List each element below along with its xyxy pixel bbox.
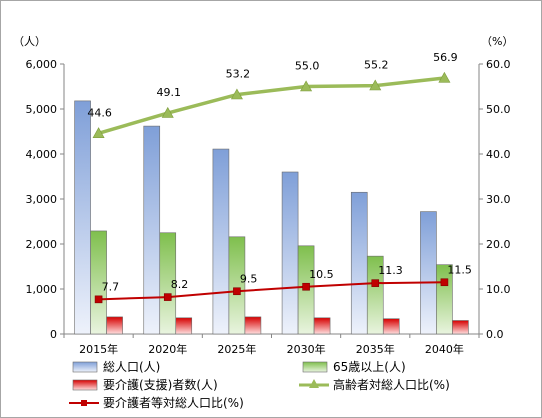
legend-label-4: 要介護者等対総人口比(%): [103, 395, 244, 410]
left-tick-label: 6,000: [26, 58, 58, 71]
bar-1-0: [90, 230, 107, 335]
data-label-1-1: 8.2: [171, 278, 189, 291]
line-0: [98, 76, 445, 135]
bar-1-1: [159, 232, 177, 335]
legend-swatch-2: [72, 379, 98, 391]
bar-2-3: [313, 317, 331, 335]
data-label-0-4: 55.2: [364, 59, 389, 72]
left-tick-label: 5,000: [26, 103, 58, 116]
x-tick-label: 2020年: [148, 342, 187, 356]
x-tick-label: 2015年: [79, 342, 118, 356]
right-tick-label: 60.0: [486, 58, 511, 71]
point-1-2: [233, 287, 241, 296]
line-series: [92, 71, 451, 304]
axes: 0 1,000 2,000 3,000 4,000 5,000 6,000 0.0 10.0 20…: [26, 58, 511, 356]
data-labels: 44.6 49.1 53.2 55.0 55.2 56.9 7.7 8.2 9.5 10.5 11.…: [87, 51, 472, 293]
point-0-2: [230, 88, 243, 100]
point-0-5: [438, 71, 451, 83]
left-axis-unit: （人）: [13, 35, 46, 48]
data-label-0-2: 53.2: [226, 68, 251, 81]
bar-1-2: [228, 236, 246, 335]
bar-0-5: [420, 211, 437, 335]
point-0-0: [92, 127, 105, 138]
x-tick-label: 2035年: [356, 342, 395, 356]
data-label-1-2: 9.5: [240, 272, 258, 285]
point-1-4: [371, 279, 380, 287]
data-label-1-0: 7.7: [102, 280, 120, 293]
data-label-0-3: 55.0: [295, 60, 320, 73]
point-0-1: [161, 106, 174, 118]
right-tick-label: 30.0: [486, 193, 511, 206]
legend-marker-4: [81, 400, 87, 406]
right-tick-label: 50.0: [486, 103, 511, 116]
data-label-0-5: 56.9: [433, 51, 458, 64]
bar-2-5: [452, 320, 469, 335]
bar-0-3: [281, 171, 299, 335]
left-tick-label: 3,000: [26, 193, 58, 206]
bar-0-2: [212, 148, 230, 335]
point-1-1: [163, 293, 172, 301]
point-1-3: [302, 282, 310, 291]
right-tick-label: 0.0: [486, 328, 504, 341]
bar-2-0: [106, 316, 123, 335]
legend-label-1: 65歳以上(人): [333, 360, 406, 374]
bar-1-4: [366, 255, 384, 335]
legend-marker-3: [309, 379, 319, 388]
data-label-1-5: 11.5: [447, 263, 472, 276]
left-tick-label: 4,000: [26, 148, 58, 161]
x-tick-label: 2030年: [287, 342, 326, 356]
left-tick-label: 0: [50, 328, 57, 341]
bar-series: [74, 100, 469, 335]
data-label-1-3: 10.5: [309, 268, 334, 281]
right-tick-label: 40.0: [486, 148, 511, 161]
legend-label-3: 高齢者対総人口比(%): [333, 377, 450, 392]
left-tick-label: 1,000: [26, 283, 58, 296]
legend-swatch-1: [302, 361, 328, 373]
right-tick-label: 10.0: [486, 283, 511, 296]
point-1-5: [440, 278, 449, 287]
bar-2-1: [175, 317, 193, 335]
bar-0-1: [143, 125, 161, 335]
data-label-1-4: 11.3: [378, 264, 403, 277]
left-tick-label: 2,000: [26, 238, 58, 251]
bar-2-2: [244, 316, 262, 335]
right-tick-label: 20.0: [486, 238, 511, 251]
bar-2-4: [382, 318, 400, 335]
legend: 総人口(人) 65歳以上(人) 要介護(支援)者数(人) 高齢者対総人口比(%) 要介護…: [69, 360, 450, 410]
bar-0-0: [74, 100, 91, 335]
bar-0-4: [350, 191, 368, 335]
point-1-0: [94, 295, 103, 304]
data-label-0-1: 49.1: [157, 86, 182, 99]
point-0-3: [300, 80, 313, 92]
legend-label-2: 要介護(支援)者数(人): [103, 377, 218, 392]
x-tick-label: 2025年: [217, 342, 256, 356]
x-tick-label: 2040年: [425, 342, 464, 356]
point-0-4: [369, 79, 382, 91]
line-1: [98, 281, 445, 301]
right-axis-unit: （%）: [481, 35, 513, 48]
data-label-0-0: 44.6: [87, 106, 112, 119]
legend-swatch-0: [72, 361, 98, 373]
legend-label-0: 総人口(人): [103, 360, 160, 374]
